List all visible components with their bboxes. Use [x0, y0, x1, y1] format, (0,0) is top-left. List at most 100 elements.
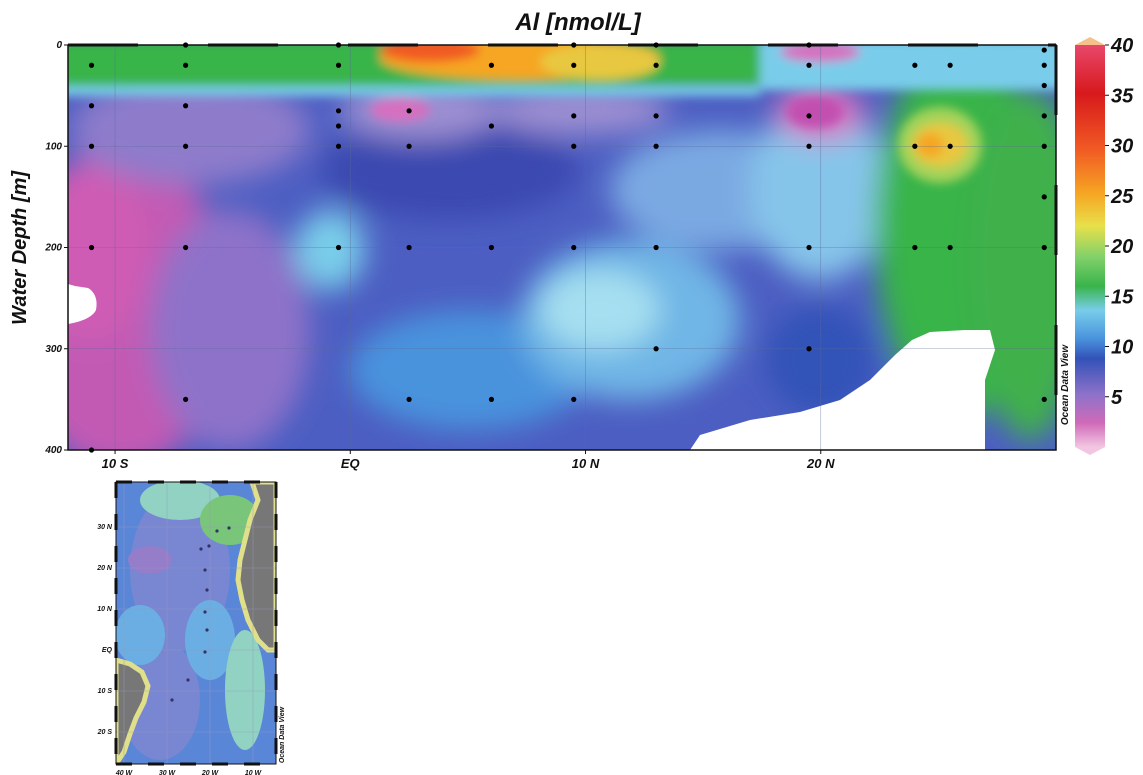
sample-point — [488, 62, 495, 68]
sample-point — [183, 396, 189, 402]
sample-point — [571, 113, 577, 119]
sample-point — [806, 113, 812, 119]
inset-map: 40 W 30 W 20 W 10 W 30 N 20 N 10 N EQ 10 S 20 S O… — [96, 480, 286, 775]
sample-point — [335, 108, 342, 114]
sample-point — [183, 103, 189, 109]
sample-point — [88, 244, 95, 251]
sample-point — [571, 396, 577, 402]
map-lat-label-5: 20 S — [97, 729, 113, 736]
sample-point — [335, 244, 342, 251]
sample-point — [1041, 143, 1047, 149]
map-lon-label-1: 30 W — [159, 770, 177, 775]
sample-point — [406, 108, 412, 114]
sample-point — [488, 244, 495, 251]
seafloor-mask — [690, 330, 995, 450]
colorbar: 5 10 15 20 25 30 35 40 — [1075, 35, 1134, 455]
map-lon-label-0: 40 W — [115, 770, 134, 775]
map-lat-label-0: 30 N — [97, 524, 113, 531]
map-grid — [116, 482, 276, 764]
x-tick-label-3: 20 N — [806, 456, 835, 471]
sample-point — [653, 143, 659, 149]
sample-point — [571, 244, 577, 251]
colorbar-tick-label-1: 10 — [1111, 337, 1133, 359]
chart-title: Al [nmol/L] — [514, 9, 641, 36]
colorbar-scale — [1075, 45, 1105, 447]
sample-point — [1041, 396, 1047, 402]
map-land-africa — [235, 482, 276, 653]
colorbar-top-cap — [1075, 37, 1105, 45]
x-tick-label-0: 10 S — [102, 456, 129, 471]
sample-point — [1041, 82, 1047, 89]
sample-point — [1041, 113, 1047, 119]
sample-point — [806, 42, 812, 48]
sample-point — [335, 42, 342, 48]
map-lat-label-2: 10 N — [97, 606, 113, 613]
sample-point — [1041, 244, 1047, 251]
map-lat-label-4: 10 S — [98, 688, 113, 695]
sample-point — [806, 62, 812, 68]
map-lat-label-3: EQ — [102, 647, 113, 654]
y-tick-label-2: 200 — [44, 243, 62, 254]
sample-point — [1041, 62, 1047, 68]
watermark-map: Ocean Data View — [279, 706, 286, 763]
sample-point — [806, 244, 812, 251]
y-tick-label-4: 400 — [44, 445, 62, 456]
sample-point — [1041, 194, 1047, 200]
sample-point — [183, 244, 189, 251]
colorbar-tick-label-0: 5 — [1111, 387, 1123, 409]
sample-point — [806, 346, 812, 352]
sample-point — [571, 62, 577, 68]
y-tick-label-1: 100 — [45, 141, 62, 152]
sample-point — [183, 42, 189, 48]
map-frame-dashes — [114, 480, 278, 766]
sample-point — [947, 244, 953, 251]
heatmap-field — [68, 45, 1056, 450]
y-tick-label-0: 0 — [56, 40, 62, 51]
colorbar-tick-label-5: 30 — [1111, 136, 1133, 158]
sample-point — [912, 62, 918, 68]
sample-point — [653, 42, 659, 48]
sample-point — [653, 244, 659, 251]
sample-point — [406, 143, 412, 149]
map-lat-label-1: 20 N — [96, 565, 113, 572]
y-ticks: 0 100 200 300 400 — [44, 40, 68, 456]
colorbar-tick-label-3: 20 — [1110, 236, 1133, 258]
sample-point — [183, 62, 189, 68]
sample-point — [653, 113, 659, 119]
map-station-track — [170, 526, 231, 702]
sample-point — [488, 396, 495, 402]
sample-point — [947, 62, 953, 68]
sample-point — [1041, 47, 1047, 53]
map-lon-label-3: 10 W — [245, 770, 263, 775]
sample-point — [806, 143, 812, 149]
y-tick-label-3: 300 — [45, 344, 62, 355]
sample-point — [947, 143, 953, 149]
frame-dashes — [68, 43, 1058, 450]
watermark-main: Ocean Data View — [1060, 344, 1071, 425]
sample-point — [88, 447, 95, 453]
colorbar-tick-label-7: 40 — [1110, 35, 1133, 57]
sample-point — [88, 62, 95, 68]
x-ticks: 10 S EQ 10 N 20 N — [102, 450, 835, 471]
sample-point — [335, 143, 342, 149]
x-tick-label-2: 10 N — [572, 456, 600, 471]
map-lon-label-2: 20 W — [201, 770, 220, 775]
x-tick-label-1: EQ — [341, 456, 360, 471]
colorbar-bottom-cap — [1075, 447, 1105, 455]
sample-point — [88, 103, 95, 109]
sample-point — [653, 346, 659, 352]
colorbar-tick-label-6: 35 — [1111, 85, 1134, 107]
no-data-mask-left — [68, 284, 97, 330]
sample-point — [653, 62, 659, 68]
sample-point — [571, 42, 577, 48]
sample-point — [183, 143, 189, 149]
sample-point — [335, 123, 342, 129]
y-axis-label: Water Depth [m] — [9, 170, 31, 325]
sample-point — [406, 244, 412, 251]
sample-point — [406, 396, 412, 402]
colorbar-tick-label-2: 15 — [1111, 286, 1134, 308]
sample-points — [88, 42, 1047, 453]
colorbar-ticks: 5 10 15 20 25 30 35 40 — [1105, 35, 1134, 409]
colorbar-tick-label-4: 25 — [1110, 186, 1134, 208]
